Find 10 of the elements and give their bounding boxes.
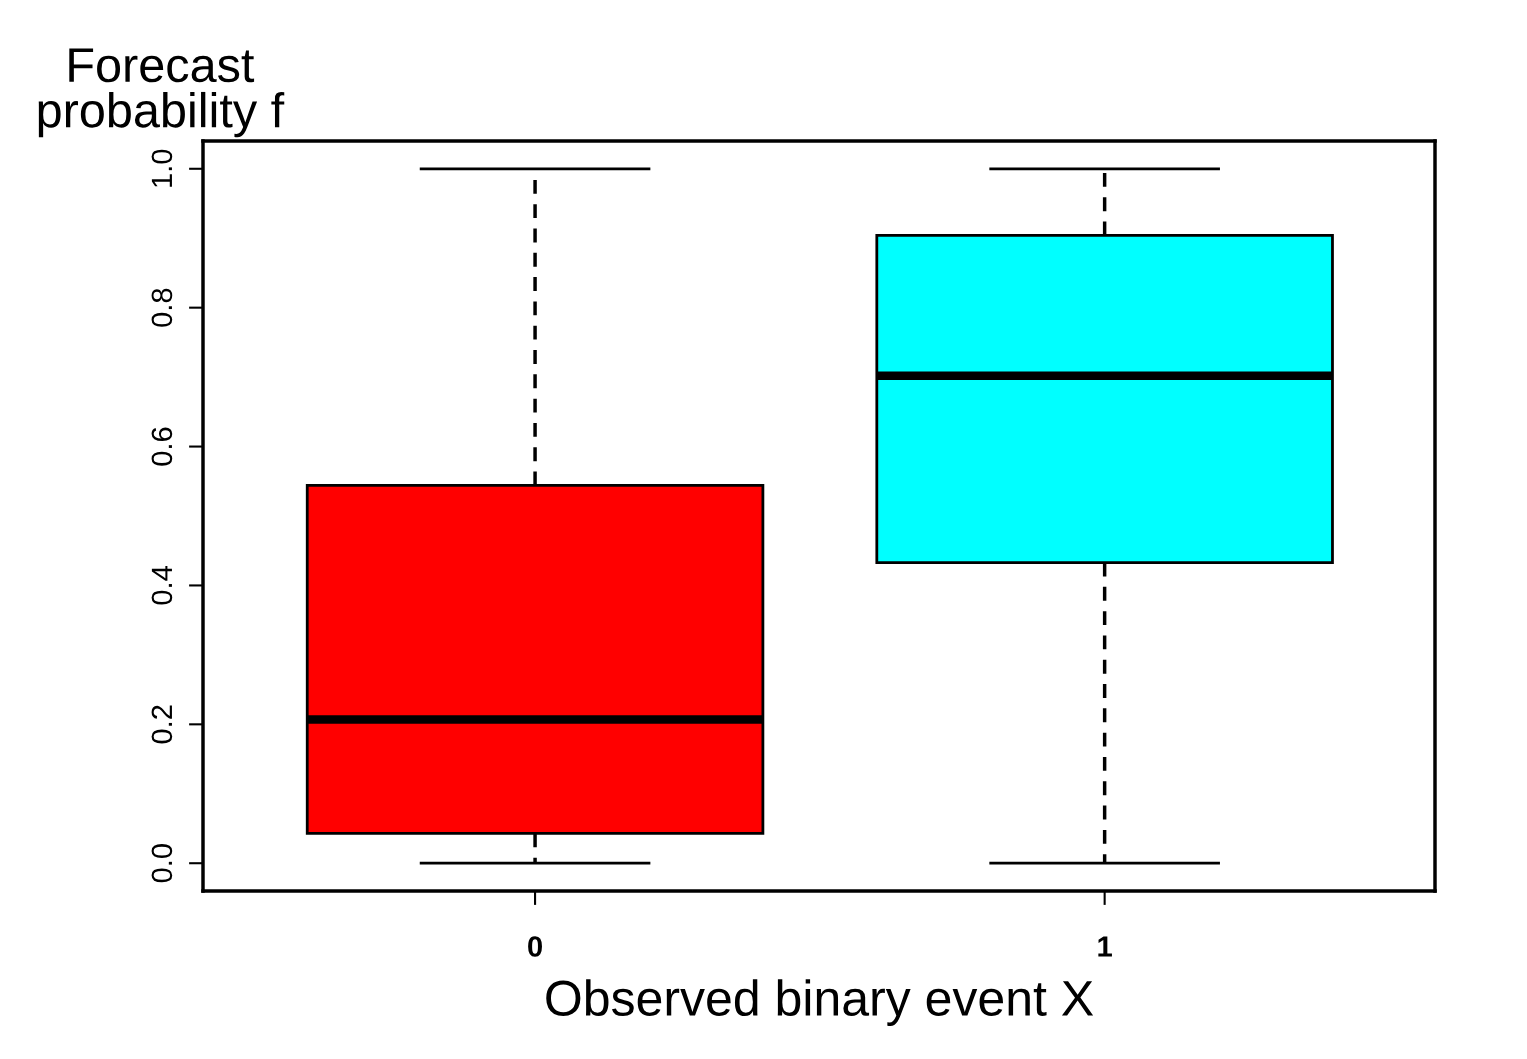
x-tick-label: 0 — [528, 936, 542, 957]
x-tick-label: 1 — [1098, 936, 1112, 957]
x-axis-title: Observed binary event X — [546, 979, 1094, 1026]
y-tick-label: 0.8 — [151, 288, 173, 327]
y-tick-label: 0.4 — [151, 566, 173, 605]
y-axis-title: Forecast probability f — [38, 48, 285, 138]
y-tick-label: 0.0 — [151, 844, 173, 883]
y-tick-label: 1.0 — [151, 149, 173, 187]
y-tick-label: 0.2 — [151, 705, 173, 744]
y-tick-label: 0.6 — [151, 427, 173, 466]
